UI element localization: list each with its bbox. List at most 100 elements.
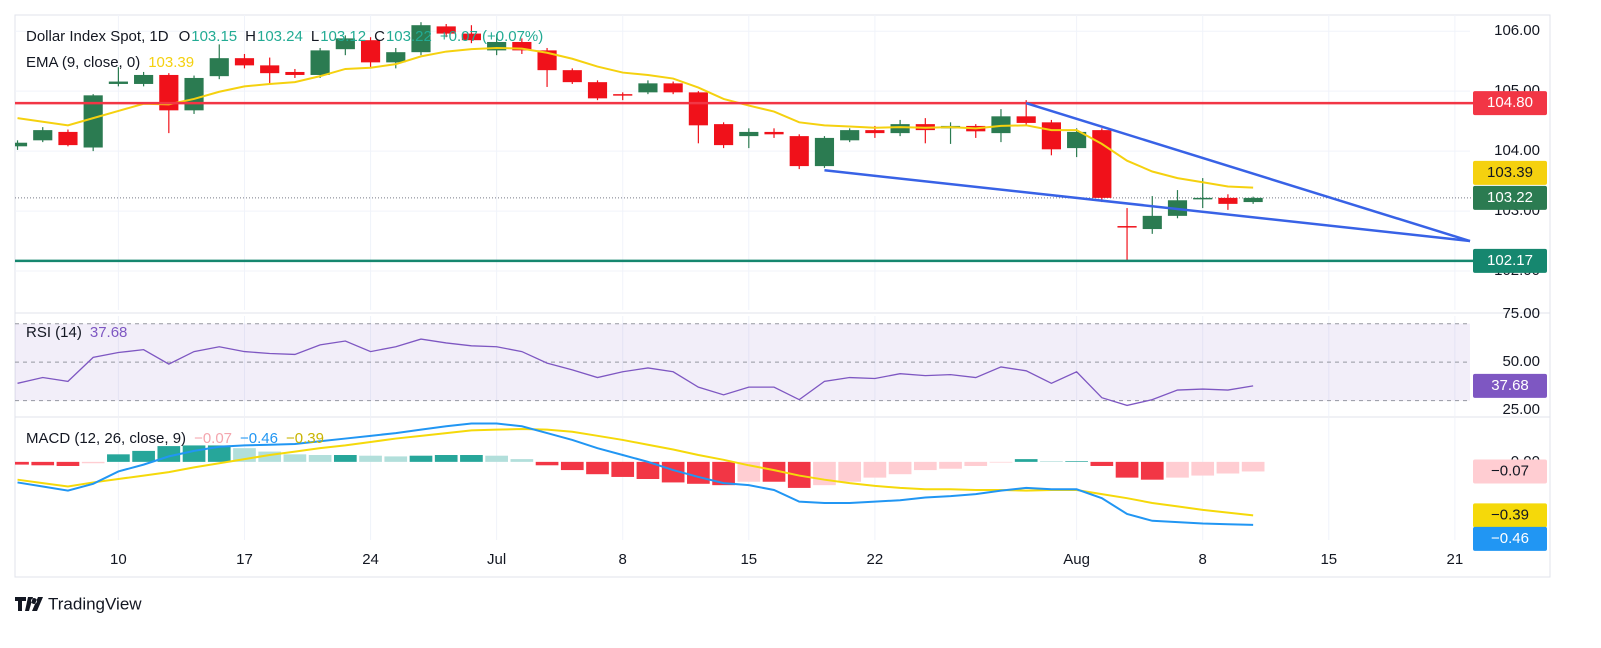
x-tick-label: 22 xyxy=(867,551,884,568)
histogram-bar xyxy=(359,455,382,462)
rsi-last-label: 37.68 xyxy=(1491,377,1529,394)
histogram-bar xyxy=(1216,461,1240,474)
candle-body xyxy=(134,74,154,84)
candle-body xyxy=(1067,131,1087,149)
candle-body xyxy=(840,130,860,141)
macd-line xyxy=(17,422,1254,526)
over-layer xyxy=(15,101,1473,263)
candle-body xyxy=(865,130,885,134)
y-tick-label: 104.00 xyxy=(1494,142,1540,159)
candle-body xyxy=(108,81,128,84)
candle-body xyxy=(335,38,355,50)
y-tick-label: 50.00 xyxy=(1502,353,1540,370)
histogram-bar xyxy=(535,461,559,466)
legend-text: −0.39 xyxy=(286,430,324,447)
logo-mark xyxy=(15,597,43,611)
histogram-bar xyxy=(1065,461,1088,462)
candle-body xyxy=(1142,215,1162,230)
candle-body xyxy=(688,92,708,126)
hline-label-box xyxy=(1473,248,1547,273)
histogram-bar xyxy=(1090,461,1114,466)
candle-body xyxy=(890,124,910,134)
legend-text: Dollar Index Spot, 1D xyxy=(26,28,169,45)
candle-body xyxy=(714,124,734,146)
histogram-bar xyxy=(863,461,887,478)
candle-body xyxy=(184,77,204,111)
x-tick-label: Aug xyxy=(1063,551,1090,568)
candle-body xyxy=(512,41,532,51)
candle-body xyxy=(1193,197,1213,200)
candle-body xyxy=(310,50,330,75)
candle-body xyxy=(159,74,179,111)
hline-label: 104.80 xyxy=(1487,94,1533,111)
candle-body xyxy=(234,58,255,66)
x-tick-label: 15 xyxy=(740,551,757,568)
candle-body xyxy=(537,50,557,71)
histogram-bar xyxy=(1241,461,1265,472)
histogram-bar xyxy=(333,455,357,462)
x-tick-label: 24 xyxy=(362,551,379,568)
logo-text: TradingView xyxy=(48,594,142,613)
candle-body xyxy=(1243,197,1263,203)
logo: TradingView xyxy=(15,594,142,613)
candle-body xyxy=(260,65,280,74)
candle-body xyxy=(764,131,784,135)
histogram-bar xyxy=(586,461,609,475)
histogram-bar xyxy=(1166,461,1189,478)
histogram-last-label-box xyxy=(1473,459,1547,484)
histogram-bar xyxy=(1140,461,1164,480)
close-last-label: 103.22 xyxy=(1487,189,1533,206)
legend-text: O xyxy=(179,28,191,45)
histogram-bar xyxy=(1115,461,1139,478)
macd-last-label: −0.46 xyxy=(1491,530,1529,547)
labels-layer: 101724Jul81522Aug81521102.00103.00104.00… xyxy=(26,22,1547,568)
histogram-bar xyxy=(913,461,937,471)
ema-last-label-box xyxy=(1473,160,1547,185)
x-tick-label: 21 xyxy=(1447,551,1464,568)
candle-body xyxy=(33,130,53,141)
histogram-bar xyxy=(107,454,130,462)
marks-layer xyxy=(15,22,1265,526)
histogram-bar xyxy=(510,459,534,462)
histogram-bar xyxy=(81,461,105,464)
histogram-bar xyxy=(56,461,80,466)
candle-body xyxy=(411,25,431,53)
grid-layer xyxy=(15,15,1550,540)
histogram-bar xyxy=(838,461,862,482)
x-tick-label: 8 xyxy=(619,551,627,568)
histogram-bar xyxy=(308,455,332,462)
candle-body xyxy=(1041,122,1061,150)
histogram-bar xyxy=(712,461,735,486)
histogram-bar xyxy=(989,461,1013,463)
ema-last-label: 103.39 xyxy=(1487,164,1533,181)
histogram-bar xyxy=(687,461,710,484)
candle-body xyxy=(587,82,608,99)
candle-body xyxy=(663,83,683,93)
candle-body xyxy=(991,116,1011,134)
histogram-bar xyxy=(132,450,155,462)
legend-text: −0.07 xyxy=(194,430,232,447)
legend-text: 103.15 xyxy=(191,28,237,45)
candle-body xyxy=(15,142,28,147)
histogram-bar xyxy=(485,455,508,462)
candle-body xyxy=(83,95,103,148)
histogram-bar xyxy=(964,461,988,466)
histogram-bar xyxy=(939,461,962,469)
macd-last-label-box xyxy=(1473,526,1547,551)
x-tick-label: Jul xyxy=(487,551,506,568)
histogram-bar xyxy=(560,461,584,471)
candle-body xyxy=(613,94,633,96)
candle-body xyxy=(58,131,78,146)
histogram-bar xyxy=(409,455,433,462)
legend-text: C xyxy=(374,28,385,45)
histogram-bar xyxy=(1040,461,1063,462)
candle-body xyxy=(360,40,381,63)
histogram-bar xyxy=(1014,459,1038,462)
histogram-bar xyxy=(611,461,635,477)
close-last-label-box xyxy=(1473,185,1547,210)
legend-text: 103.24 xyxy=(257,28,303,45)
legend-text: +0.07 (+0.07%) xyxy=(440,28,543,45)
hline-label: 102.17 xyxy=(1487,252,1533,269)
ema-line xyxy=(17,46,1254,189)
